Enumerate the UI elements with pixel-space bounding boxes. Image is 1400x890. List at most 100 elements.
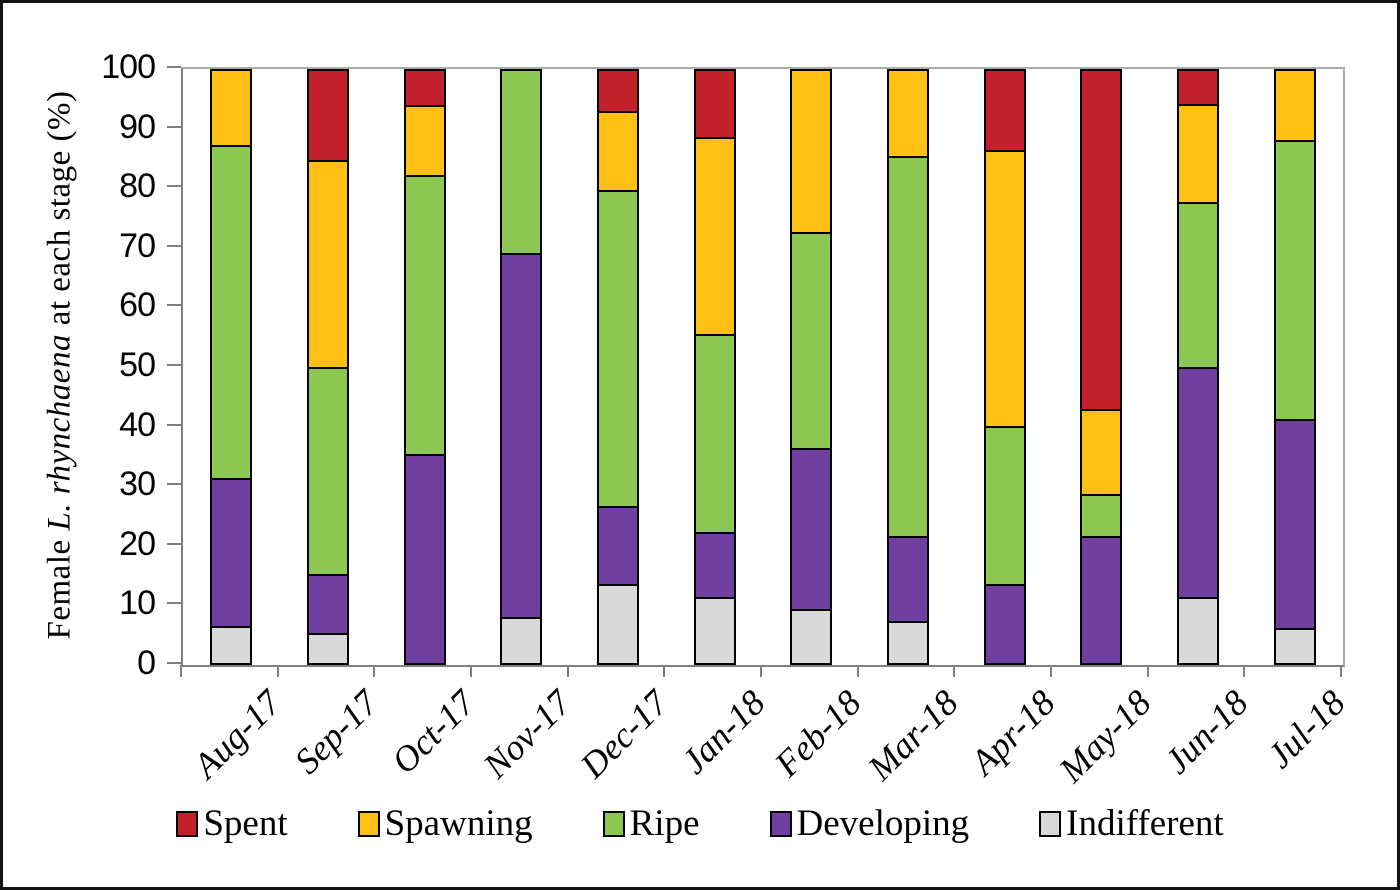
y-tick-label: 90: [119, 107, 156, 146]
y-tick-label: 10: [119, 584, 156, 623]
bar-segment-ripe: [889, 155, 927, 537]
bar-segment-developing: [889, 536, 927, 621]
y-tick-label: 0: [137, 644, 156, 682]
x-axis-tick: [1243, 665, 1246, 677]
bar-segment-indifferent: [212, 625, 251, 663]
bar-segment-developing: [309, 574, 347, 634]
bar-segment-spawning: [792, 71, 831, 233]
bar-segment-developing: [212, 477, 251, 626]
bar-segment-spawning: [405, 105, 444, 176]
y-axis-tick: [167, 483, 181, 486]
bar-segment-developing: [985, 584, 1024, 663]
bar-segment-indifferent: [599, 584, 637, 663]
x-axis-tick: [373, 665, 376, 677]
bar-segment-spawning: [889, 71, 927, 156]
x-axis-tick: [566, 665, 569, 677]
bar-aug-17: [210, 69, 253, 665]
legend-item-spawning: Spawning: [357, 802, 533, 846]
bar-apr-18: [983, 69, 1026, 665]
bar-segment-indifferent: [695, 597, 734, 663]
bar-feb-18: [790, 69, 833, 665]
bar-oct-17: [403, 69, 446, 665]
bar-segment-ripe: [695, 334, 734, 532]
y-tick-label: 40: [119, 405, 156, 444]
bar-segment-ripe: [792, 232, 831, 448]
legend-swatch-ripe: [602, 811, 625, 837]
bar-nov-17: [500, 69, 543, 665]
bar-segment-spent: [599, 71, 637, 111]
y-axis-tick: [167, 542, 181, 545]
bar-segment-ripe: [1082, 493, 1121, 537]
legend-swatch-developing: [769, 811, 792, 837]
legend-label: Indifferent: [1066, 803, 1224, 844]
bar-segment-ripe: [405, 175, 444, 454]
y-axis-tick: [167, 423, 181, 426]
x-axis-tick: [1050, 665, 1052, 677]
x-axis-tick: [470, 665, 472, 677]
legend-item-spent: Spent: [176, 802, 288, 846]
x-axis-tick: [760, 665, 762, 677]
bar-segment-developing: [405, 454, 444, 663]
bar-segment-indifferent: [502, 617, 541, 663]
legend-label: Developing: [796, 803, 970, 844]
plot-area: [181, 67, 1345, 667]
legend-item-indifferent: Indifferent: [1039, 802, 1224, 846]
bar-segment-indifferent: [889, 620, 927, 663]
bar-segment-spent: [1179, 71, 1217, 105]
y-tick-label: 30: [119, 465, 156, 504]
y-axis-tick: [167, 66, 181, 68]
y-axis-tick: [167, 662, 181, 664]
bar-segment-ripe: [1179, 202, 1217, 367]
bar-sep-17: [307, 69, 349, 665]
bar-segment-developing: [1179, 366, 1217, 598]
bar-jun-18: [1177, 69, 1219, 665]
bar-segment-spawning: [695, 136, 734, 335]
bar-segment-developing: [1275, 419, 1314, 629]
legend-swatch-spawning: [357, 811, 380, 837]
bar-segment-spent: [695, 71, 734, 137]
bar-segment-indifferent: [1275, 628, 1314, 663]
bar-segment-spawning: [1275, 71, 1314, 141]
bar-segment-indifferent: [1179, 597, 1217, 663]
legend-item-developing: Developing: [769, 802, 970, 846]
y-axis-tick: [167, 244, 181, 247]
bar-segment-spent: [405, 71, 444, 106]
bar-segment-spawning: [212, 71, 251, 145]
x-axis-tick: [276, 665, 279, 677]
bar-segment-spawning: [309, 159, 347, 367]
legend-swatch-spent: [176, 811, 199, 837]
legend-item-ripe: Ripe: [602, 802, 700, 846]
bar-segment-spent: [309, 71, 347, 160]
bar-segment-ripe: [985, 426, 1024, 585]
bar-segment-spawning: [1179, 104, 1217, 203]
y-tick-label: 70: [119, 226, 156, 265]
y-tick-label: 80: [119, 167, 156, 206]
bar-jan-18: [693, 69, 736, 665]
bar-segment-developing: [1082, 536, 1121, 663]
legend-label: Spawning: [384, 803, 533, 844]
y-tick-label: 60: [119, 286, 156, 325]
y-tick-label: 50: [119, 346, 156, 384]
x-axis-tick: [1340, 665, 1342, 677]
y-axis-tick: [167, 125, 181, 128]
bar-segment-ripe: [212, 145, 251, 478]
y-axis-tick: [167, 602, 181, 605]
legend-swatch-indifferent: [1039, 811, 1062, 837]
bar-segment-developing: [599, 505, 637, 585]
bar-jul-18: [1273, 69, 1316, 665]
x-axis-tick: [856, 665, 859, 677]
bar-segment-spawning: [599, 110, 637, 190]
bar-mar-18: [887, 69, 929, 665]
legend: Spent Spawning Ripe Developing Indifferent: [3, 802, 1397, 846]
x-axis-tick: [663, 665, 666, 677]
bar-segment-ripe: [309, 366, 347, 575]
bar-may-18: [1080, 69, 1123, 665]
bar-segment-developing: [695, 531, 734, 598]
bar-segment-ripe: [502, 71, 541, 254]
bar-segment-spawning: [985, 149, 1024, 427]
bar-segment-spent: [985, 71, 1024, 150]
legend-label: Spent: [203, 803, 288, 844]
legend-label: Ripe: [629, 803, 700, 844]
y-axis-tick: [167, 304, 181, 307]
